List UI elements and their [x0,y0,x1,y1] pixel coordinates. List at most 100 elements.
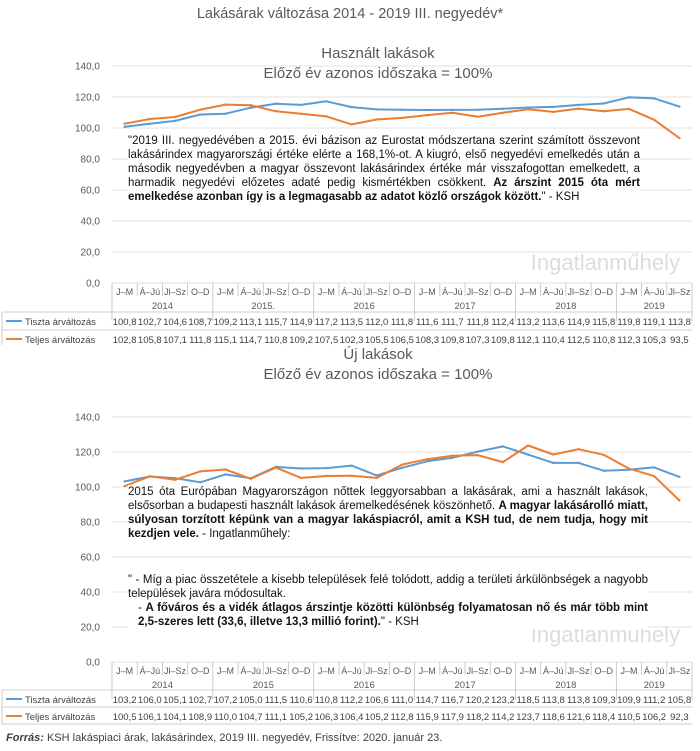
data-point [652,97,656,100]
data-point [148,117,152,121]
table-cell: 111,8 [189,335,211,345]
x-tick-label: Jl–Sz [366,666,389,676]
y-tick-label: 20,0 [81,248,101,259]
table-cell: 116,7 [441,695,464,706]
table-cell: 115,9 [416,712,439,723]
data-point [426,108,429,112]
y-tick-label: 40,0 [81,588,101,599]
table-cell: 113,5 [340,317,363,328]
table-cell: 106,5 [390,335,414,345]
table-cell: 114,9 [567,317,590,328]
table-cell: 103,2 [113,695,137,706]
y-tick-label: 0,0 [86,279,100,290]
table-cell: 112,0 [365,317,388,328]
x-tick-label: Á–Jú [240,666,261,676]
data-point [577,103,580,107]
quote-used-bold: Az árszint 2015 óta mért emelkedése azon… [128,177,640,203]
data-point [501,111,505,115]
data-point [400,108,404,111]
table-cell: 112,1 [517,335,540,345]
series-line-tiszta [124,96,680,128]
legend-label: Teljes árváltozás [25,712,95,723]
page-title: Lakásárak változása 2014 - 2019 III. neg… [196,6,504,22]
table-cell: 119,1 [643,317,666,328]
table-cell: 108,7 [188,317,212,328]
table-cell: 123,7 [516,712,540,723]
year-label: 2014 [152,680,173,691]
data-point [400,466,404,469]
data-point [299,476,303,480]
data-point [602,110,605,113]
data-point [375,476,378,480]
data-point [123,484,126,488]
quote-new2-prefix: - [138,602,146,614]
data-point [375,118,378,121]
table-cell: 92,3 [670,712,689,723]
data-point [526,453,530,456]
data-point [123,125,126,128]
x-tick-label: Jl–Sz [164,287,187,297]
x-tick-label: J–M [217,666,234,676]
table-cell: 114,7 [239,335,262,345]
table-cell: 100,5 [113,712,137,723]
data-point [451,111,454,115]
data-point [501,107,505,110]
data-point [249,106,252,109]
data-point [678,499,681,502]
data-point [577,107,580,110]
quote-new1-bold: A magyar lakásárolló miatt, súlyosan tor… [128,500,648,540]
table-cell: 110,8 [592,335,615,345]
data-point [526,106,530,109]
source-label: Forrás: [6,732,44,744]
table-cell: 105,8 [668,695,692,706]
quote-new2-bold: A főváros és a vidék átlagos árszintje k… [138,602,648,628]
x-tick-label: Á–Jú [341,287,362,297]
x-tick-label: Jl–Sz [164,666,187,676]
table-cell: 105,2 [289,712,313,723]
x-tick-label: Á–Jú [240,287,261,297]
table-cell: 111,5 [265,695,287,706]
y-tick-label: 120,0 [75,448,100,459]
data-point [451,454,454,457]
y-tick-label: 100,0 [75,124,100,135]
data-point [199,470,202,473]
legend-label: Tiszta árváltozás [25,317,96,328]
data-point [199,481,202,484]
data-point [426,460,429,463]
table-cell: 109,2 [214,317,238,328]
table-cell: 108,3 [415,335,439,345]
data-point [577,461,580,465]
y-tick-label: 40,0 [81,217,101,228]
year-label: 2015 [253,680,274,691]
table-cell: 114,2 [491,712,514,723]
data-point [375,108,378,111]
table-cell: 93,5 [670,335,689,345]
table-cell: 109,8 [441,335,465,345]
table-cell: 111,1 [265,712,287,723]
quote-new-apartments-2: " - Míg a piac összetétele a kisebb tele… [128,573,648,629]
table-cell: 105,3 [642,335,666,345]
data-point [274,102,278,105]
data-point [249,477,252,480]
data-point [678,475,681,479]
table-cell: 104,1 [163,712,187,723]
table-cell: 118,6 [542,712,565,723]
data-point [224,103,227,106]
table-cell: 102,3 [340,335,364,345]
year-label: 2016 [354,680,375,691]
x-tick-label: Á–Jú [442,287,463,297]
table-cell: 109,2 [289,335,313,345]
data-point [274,110,278,113]
table-cell: 112,4 [491,317,514,328]
table-cell: 114,9 [290,317,313,328]
table-cell: 111,7 [441,317,463,328]
x-tick-label: Á–Jú [442,666,463,676]
table-cell: 102,7 [188,695,212,706]
quote-used-tail: " - KSH [541,191,580,203]
year-label: 2016 [354,301,375,312]
table-cell: 123,2 [491,695,515,706]
x-tick-label: Á–Jú [140,287,161,297]
table-cell: 113,1 [239,317,262,328]
year-label: 2015. [251,301,275,312]
table-cell: 107,3 [466,335,490,345]
